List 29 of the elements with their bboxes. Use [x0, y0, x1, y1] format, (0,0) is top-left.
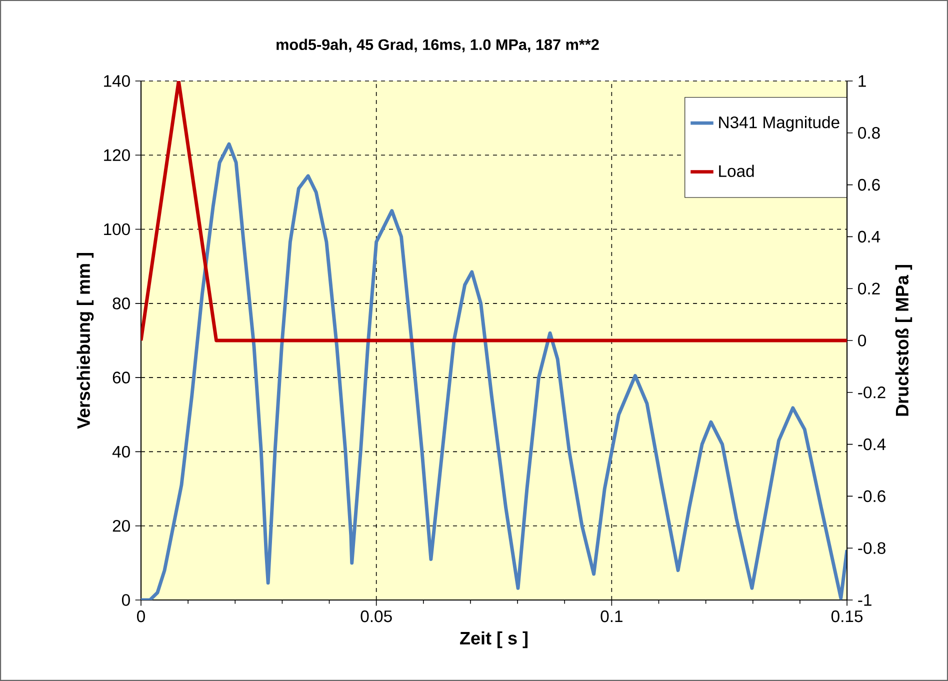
y2-tick-label: 0.6 — [858, 178, 880, 191]
x-tick-label: 0.05 — [360, 610, 392, 622]
y2-tick-label: 1 — [858, 75, 866, 87]
y2-tick-label: -0.8 — [858, 542, 886, 554]
y2-tick-label: -1 — [858, 594, 872, 606]
y2-tick-label: 0.8 — [858, 127, 880, 139]
y2-tick-label: -0.2 — [858, 386, 886, 398]
chart-title: mod5-9ah, 45 Grad, 16ms, 1.0 MPa, 187 m**2 — [276, 38, 599, 52]
x-tick-label: 0 — [137, 610, 145, 622]
legend-label: Load — [719, 164, 754, 178]
y2-tick-label: 0.4 — [858, 230, 880, 243]
y2-tick-label: -0.4 — [858, 438, 886, 450]
legend-label: N341 Magnitude — [719, 116, 840, 132]
y-tick-label: 80 — [112, 298, 130, 310]
x-tick-label: 0.1 — [600, 610, 622, 622]
y2-tick-label: -0.6 — [858, 490, 886, 502]
y-tick-label: 100 — [104, 223, 130, 236]
x-axis-title: Zeit [ s ] — [460, 631, 528, 648]
y2-tick-label: 0.2 — [858, 282, 880, 294]
y-axis-title: Verschiebung [ mm ] — [76, 253, 94, 429]
y2-axis-title: Druckstoß [ MPa ] — [895, 265, 912, 416]
y-tick-label: 120 — [104, 149, 130, 162]
y-tick-label: 140 — [104, 75, 130, 87]
y2-tick-label: 0 — [858, 334, 866, 346]
y-tick-label: 20 — [112, 520, 130, 532]
y-tick-label: 60 — [112, 372, 130, 384]
x-tick-label: 0.15 — [831, 610, 863, 622]
y-tick-label: 40 — [112, 446, 130, 458]
y-tick-label: 0 — [122, 594, 130, 606]
